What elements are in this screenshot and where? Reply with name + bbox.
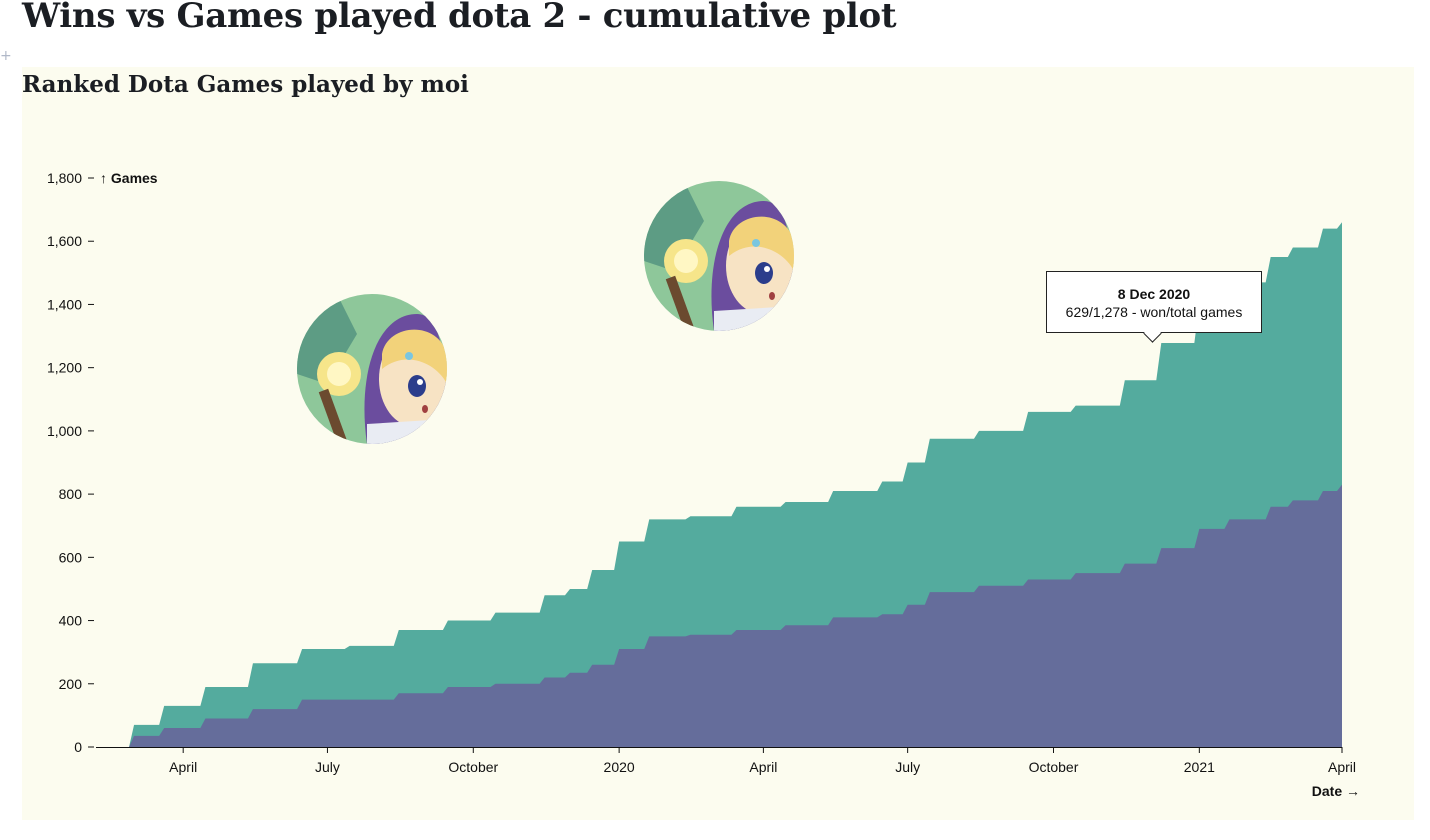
x-tick-label: October [448,759,498,775]
y-tick-label: 1,800 [47,170,82,186]
page-title: Wins vs Games played dota 2 - cumulative… [22,0,897,36]
y-tick-label: 400 [59,613,83,629]
x-tick-label: 2020 [604,759,635,775]
chart-tooltip: 8 Dec 2020 629/1,278 - won/total games [1046,271,1262,333]
avatar-image [297,294,447,444]
y-tick-label: 1,600 [47,233,82,249]
y-axis-label: ↑ Games [100,170,158,186]
y-tick-label: 1,200 [47,360,82,376]
cell-add-icon[interactable]: + [0,48,12,64]
x-tick-label: April [169,759,197,775]
area-series-wins[interactable] [96,484,1342,747]
y-tick-label: 0 [74,739,82,755]
tooltip-date: 8 Dec 2020 [1117,286,1191,302]
tooltip-text: 629/1,278 - won/total games [1065,304,1243,320]
x-tick-label: 2021 [1184,759,1215,775]
x-tick-label: April [1328,759,1356,775]
x-tick-label: April [749,759,777,775]
y-tick-label: 1,000 [47,423,82,439]
x-tick-label: July [315,759,340,775]
y-tick-label: 600 [59,549,83,565]
avatar-image [644,181,794,331]
y-tick-label: 200 [59,676,83,692]
y-tick-label: 800 [59,486,83,502]
x-tick-label: July [895,759,920,775]
chart-panel: Ranked Dota Games played by moi 0 200 400 6… [22,67,1414,820]
x-tick-label: October [1029,759,1079,775]
area-chart[interactable]: 0 200 400 600 800 1,000 1,200 1,400 1,600 1,800 A… [22,67,1414,820]
x-axis-label: Date → [1312,783,1360,799]
y-tick-label: 1,400 [47,296,82,312]
chart-title: Ranked Dota Games played by moi [22,71,469,98]
